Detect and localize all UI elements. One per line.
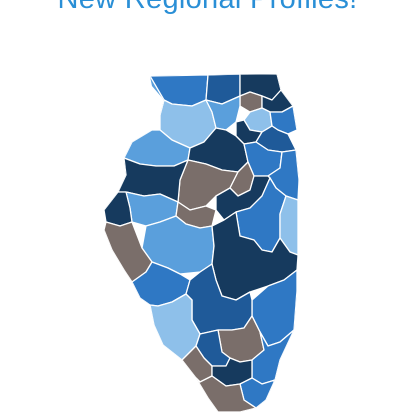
map-region-r21[interactable] [104,191,133,227]
page-title: New Regional Profiles! [0,0,415,16]
map-region-r31[interactable] [149,293,201,361]
